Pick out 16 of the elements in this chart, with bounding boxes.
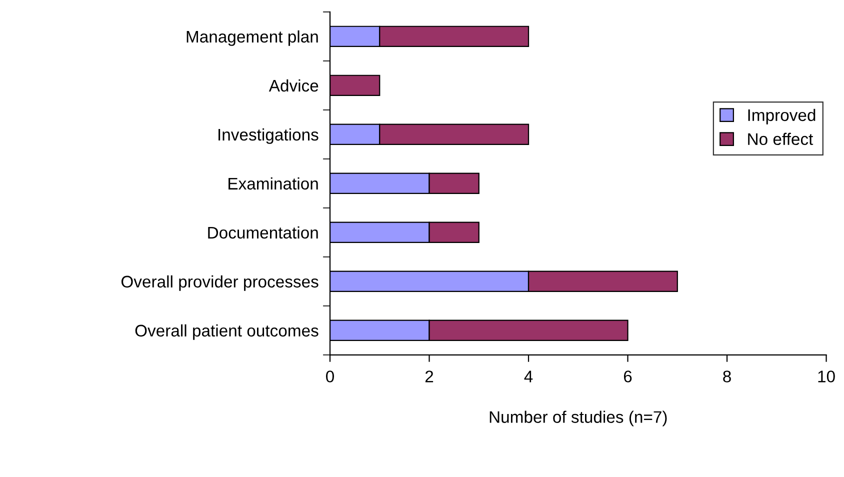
x-axis-title: Number of studies (n=7): [490, 410, 667, 426]
y-tick-label: Investigations: [218, 128, 318, 144]
y-tick-label: Management plan: [186, 30, 318, 46]
y-tick-label: Overall patient outcomes: [135, 324, 318, 340]
legend-label: No effect: [748, 132, 814, 146]
y-tick-label: Examination: [228, 177, 318, 190]
x-tick-label: 8: [723, 370, 731, 382]
x-tick-label: 10: [818, 370, 835, 382]
x-tick-label: 0: [326, 370, 334, 382]
y-tick-label: Overall provider processes: [121, 275, 318, 291]
legend-label: Improved: [748, 108, 816, 124]
x-tick-label: 4: [524, 370, 533, 382]
y-tick-label: Documentation: [208, 226, 318, 239]
x-tick-label: 6: [624, 370, 632, 382]
x-tick-label: 2: [425, 370, 434, 382]
y-tick-label: Advice: [268, 79, 318, 92]
